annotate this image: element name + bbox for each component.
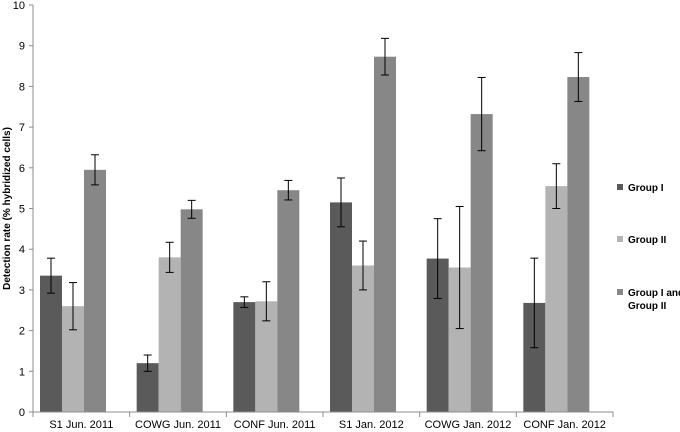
legend-swatch (617, 236, 623, 242)
bar (180, 209, 203, 412)
y-tick-label: 10 (13, 0, 25, 12)
x-tick-label: COWG Jan. 2012 (425, 419, 512, 431)
y-tick-label: 3 (19, 285, 25, 297)
legend-label-line: Group I and (628, 288, 680, 299)
y-tick-label: 4 (19, 244, 25, 256)
error-bars-layer (47, 37, 583, 372)
bar (136, 363, 159, 412)
bar (62, 306, 84, 412)
bar (374, 56, 396, 413)
legend-label-line: Group II (628, 235, 667, 246)
bar (277, 190, 300, 412)
y-tick-label: 8 (19, 81, 25, 93)
bar (233, 302, 256, 412)
x-tick-label: COWG Jun. 2011 (135, 419, 221, 431)
x-tick-label: S1 Jun. 2011 (49, 419, 113, 431)
bar (330, 202, 352, 412)
y-tick-label: 5 (19, 204, 25, 216)
bar (523, 302, 546, 412)
bar (40, 275, 62, 412)
bar (470, 114, 493, 413)
legend-label-line: Group II (628, 301, 667, 312)
bar (158, 257, 181, 412)
y-tick-label: 6 (19, 163, 25, 175)
bar (545, 186, 568, 412)
bar (567, 77, 590, 412)
y-axis-title: Detection rate (% hybridized cells) (2, 127, 13, 290)
legend-swatch (617, 289, 623, 295)
y-tick-label: 0 (19, 407, 25, 419)
y-tick-label: 1 (19, 366, 25, 378)
x-tick-label: S1 Jan. 2012 (339, 419, 404, 431)
bar (426, 258, 449, 412)
legend-label-line: Group I (628, 183, 664, 194)
y-tick-label: 9 (19, 41, 25, 53)
legend: Group I Group II Group I and Group II (617, 183, 680, 312)
legend-label: Group II (628, 235, 667, 246)
legend-swatch (617, 184, 623, 190)
legend-label: Group I and Group II (628, 288, 680, 312)
bar (448, 267, 471, 412)
x-tick-label: CONF Jun. 2011 (234, 419, 316, 431)
bar (84, 169, 106, 412)
legend-label: Group I (628, 183, 664, 194)
bars-layer (40, 56, 590, 413)
y-tick-label: 7 (19, 122, 25, 134)
x-tick-label: CONF Jan. 2012 (523, 419, 606, 431)
bar (255, 301, 278, 412)
y-tick-label: 2 (19, 326, 25, 338)
bar (352, 265, 374, 412)
x-ticks-layer: S1 Jun. 2011 COWG Jun. 2011 CONF Jun. 2011… (32, 412, 614, 431)
y-ticks-layer: 0 1 2 3 4 5 6 7 8 9 10 (13, 0, 33, 419)
